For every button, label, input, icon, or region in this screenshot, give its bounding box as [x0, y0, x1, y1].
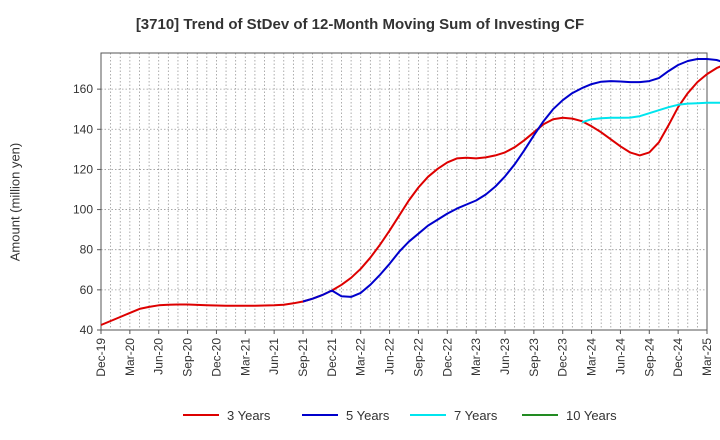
series-line-3-years: [100, 65, 720, 326]
legend-label: 7 Years: [454, 407, 498, 423]
x-tick-label: Sep-24: [642, 338, 656, 377]
plot-frame: [100, 52, 708, 331]
x-tick-label: Mar-24: [585, 338, 599, 376]
x-tick-label: Jun-21: [267, 338, 281, 375]
x-tick-label: Dec-24: [671, 338, 685, 377]
x-tick-label: Jun-22: [383, 338, 397, 375]
x-tick-label: Mar-21: [238, 338, 252, 376]
x-tick-label: Dec-20: [209, 338, 223, 377]
plot-area: 40 60 80 100 120 140 160 Dec-19 Mar-20 Jun-20 Sep-…: [73, 52, 720, 377]
x-tick-label: Dec-22: [440, 338, 454, 377]
legend-swatch: [302, 414, 338, 416]
legend-item: 7 Years: [410, 404, 497, 426]
x-tick-label: Sep-22: [411, 338, 425, 377]
x-tick-label: Jun-20: [152, 338, 166, 375]
x-tick-label: Dec-23: [556, 338, 570, 377]
x-tick-label: Sep-23: [527, 338, 541, 377]
x-tick-label: Mar-25: [700, 338, 714, 376]
x-tick-label: Mar-23: [469, 338, 483, 376]
legend-label: 5 Years: [346, 407, 390, 423]
y-tick-label: 80: [80, 243, 94, 257]
x-tick-label: Jun-24: [613, 338, 627, 375]
x-tick-label: Mar-22: [354, 338, 368, 376]
legend-swatch: [183, 414, 219, 416]
y-tick-label: 100: [73, 203, 93, 217]
legend: 3 Years 5 Years 7 Years 10 Years: [0, 404, 720, 426]
x-tick-label: Sep-21: [296, 338, 310, 377]
series-line-5-years: [302, 58, 720, 303]
x-tick-label: Sep-20: [181, 338, 195, 377]
y-tick-label: 140: [73, 122, 93, 136]
plot-background: [101, 53, 707, 330]
y-tick-label: 160: [73, 82, 93, 96]
x-tick-label: Jun-23: [498, 338, 512, 375]
y-tick-label: 40: [80, 323, 94, 337]
legend-label: 3 Years: [227, 407, 271, 423]
legend-swatch: [522, 414, 558, 416]
legend-item: 10 Years: [522, 404, 617, 426]
x-tick-label: Mar-20: [123, 338, 137, 376]
chart-title: [3710] Trend of StDev of 12-Month Moving…: [135, 16, 585, 33]
legend-item: 5 Years: [302, 404, 389, 426]
x-tick-label: Dec-21: [325, 338, 339, 377]
legend-swatch: [410, 414, 446, 416]
x-tick-label: Dec-19: [94, 338, 108, 377]
legend-item: 3 Years: [183, 404, 270, 426]
y-tick-label: 60: [80, 283, 94, 297]
y-tick-label: 120: [73, 162, 93, 176]
series-line-7-years: [581, 101, 720, 124]
legend-label: 10 Years: [566, 407, 617, 423]
